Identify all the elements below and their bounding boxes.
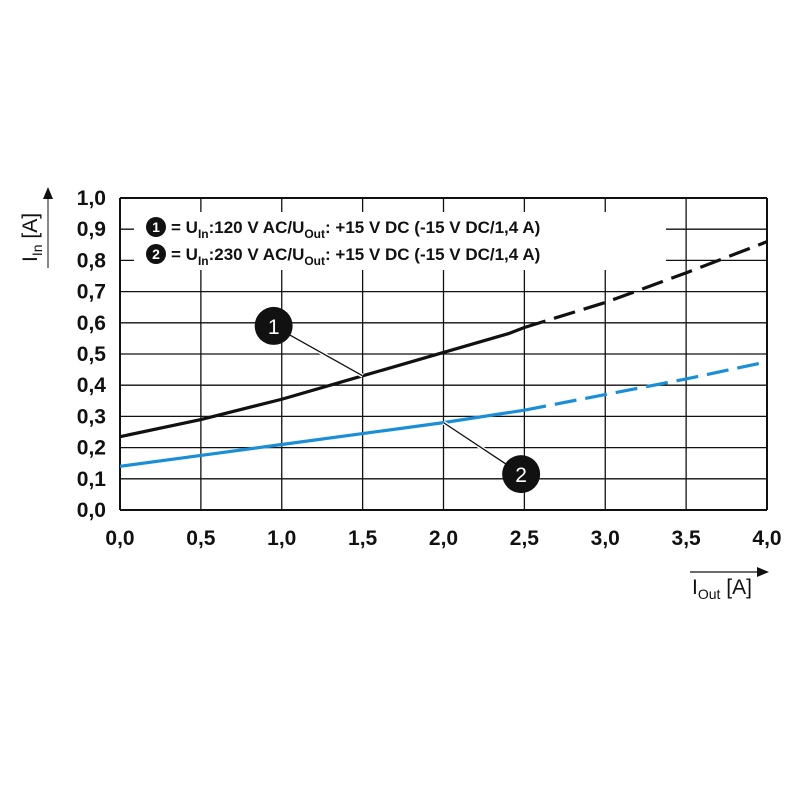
callout-marker-1	[254, 306, 293, 345]
x-tick-label: 3,0	[591, 527, 620, 550]
legend-entry-2: = UIn:230 V AC/UOut: +15 V DC (-15 V DC/…	[171, 245, 540, 268]
y-axis-arrow-head	[43, 187, 53, 199]
y-tick-label: 0,9	[77, 218, 106, 241]
x-axis-arrow-head	[757, 567, 769, 577]
tick-labels: 0,0 0,5 1,0 1,5 2,0 2,5 3,0 3,5 4,0 0,0 0,1 0,2 0,3 0…	[77, 187, 782, 550]
x-tick-label: 2,5	[510, 527, 540, 550]
x-tick-label: 0,0	[105, 527, 134, 550]
legend-marker-number: 1	[152, 219, 160, 235]
y-tick-label: 0,5	[77, 343, 107, 366]
x-tick-label: 2,0	[429, 527, 458, 550]
y-tick-label: 0,3	[77, 405, 106, 428]
y-axis-label: IIn [A]	[19, 213, 45, 262]
x-tick-label: 1,5	[348, 527, 378, 550]
callout-marker-2	[502, 455, 541, 494]
legend-marker-1	[146, 217, 166, 237]
y-tick-label: 0,1	[77, 468, 107, 491]
legend-marker-number: 2	[152, 246, 160, 262]
x-tick-label: 4,0	[752, 527, 781, 550]
y-tick-label: 0,6	[77, 312, 106, 335]
y-tick-label: 0,8	[77, 249, 107, 272]
series-line-1-dashed	[523, 240, 768, 330]
y-tick-label: 0,7	[77, 281, 106, 304]
legend-background	[134, 212, 666, 270]
x-axis-label: IOut [A]	[692, 576, 752, 602]
series-line-2-dashed	[524, 360, 768, 412]
y-tick-label: 0,0	[77, 499, 106, 522]
legend-entry-1: = UIn:120 V AC/UOut: +15 V DC (-15 V DC/…	[171, 218, 540, 241]
x-tick-label: 1,0	[267, 527, 296, 550]
legend: 1 = UIn:120 V AC/UOut: +15 V DC (-15 V DC…	[134, 212, 666, 270]
callouts: 12	[254, 306, 541, 494]
legend-marker-2	[146, 244, 166, 264]
y-tick-label: 1,0	[77, 187, 106, 210]
y-tick-label: 0,4	[77, 374, 107, 397]
series-line-2-solid	[119, 408, 525, 468]
x-tick-label: 3,5	[672, 527, 702, 550]
axes: IIn [A] IOut [A]	[19, 187, 769, 602]
callout-number: 2	[515, 464, 527, 487]
callout-number: 1	[268, 316, 280, 339]
x-tick-label: 0,5	[186, 527, 216, 550]
y-tick-label: 0,2	[77, 437, 106, 460]
